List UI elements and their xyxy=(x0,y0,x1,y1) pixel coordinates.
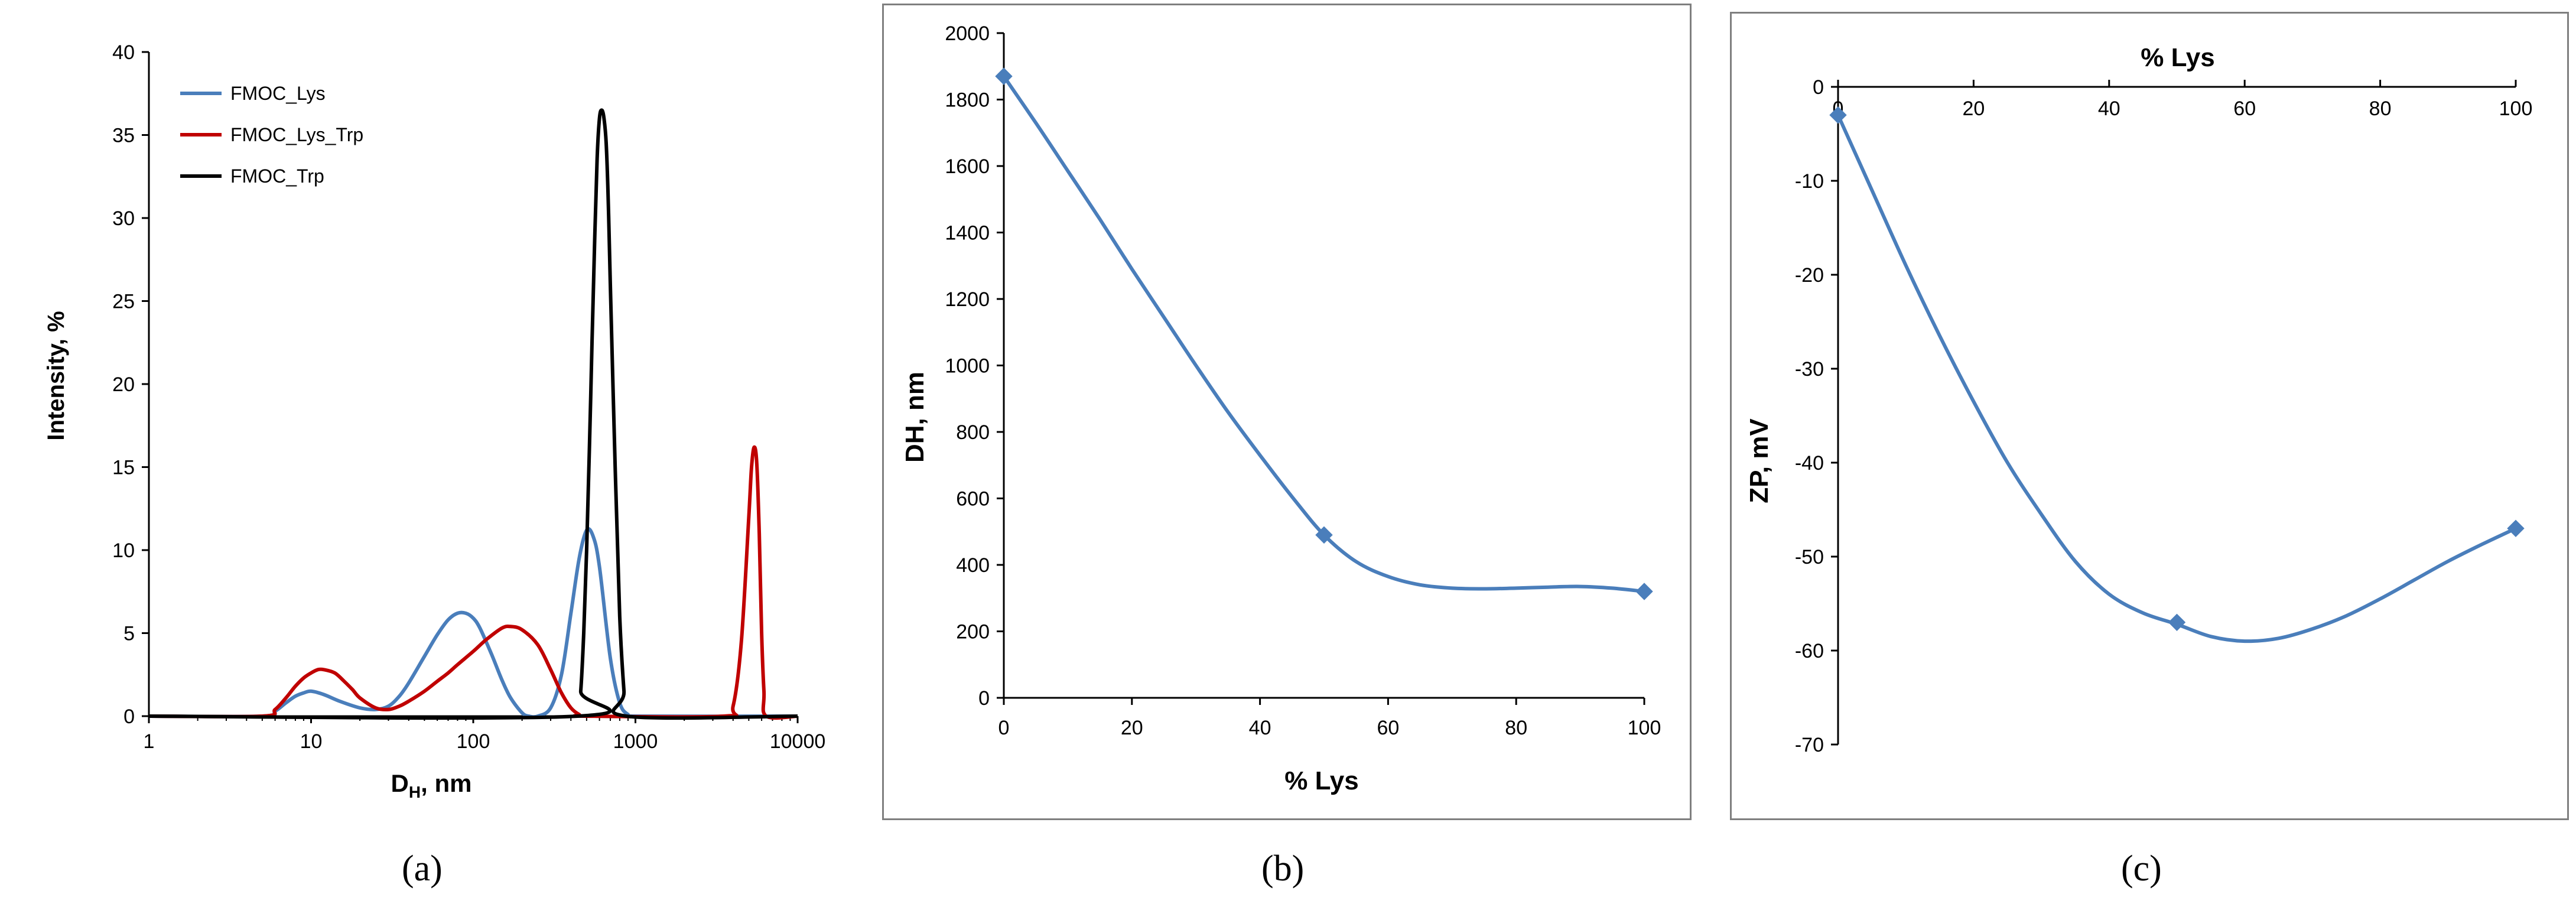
chart-b-frame xyxy=(882,4,1692,820)
chart-a-legend-label: FMOC_Lys xyxy=(230,83,326,104)
chart-a-y-tick-label: 30 xyxy=(112,207,135,230)
chart-b-y-tick-label: 800 xyxy=(956,421,990,444)
chart-c-y-tick-label: -50 xyxy=(1795,546,1824,568)
chart-a-x-tick-label: 100 xyxy=(457,730,490,753)
chart-b-x-tick-label: 40 xyxy=(1249,717,1271,739)
chart-a-x-tick-label: 10000 xyxy=(770,730,826,753)
chart-a-y-tick-label: 20 xyxy=(112,373,135,396)
chart-b: 0 200 400 600 800 1000 1200 1400 1600 1800 2000 0 20… xyxy=(900,22,1661,795)
chart-c-x-tick-label: 20 xyxy=(1962,97,1985,120)
chart-b-x-tick-label: 60 xyxy=(1377,717,1399,739)
chart-c-x-tick-label: 80 xyxy=(2369,97,2392,120)
chart-b-y-tick-label: 1000 xyxy=(945,355,990,378)
chart-a-legend-label: FMOC_Trp xyxy=(230,165,324,187)
chart-a-y-tick-label: 35 xyxy=(112,125,135,147)
chart-a-plot: 0 5 10 15 20 25 30 35 40 1 10 100 1000 10000 FMOC_Lys F… xyxy=(112,41,825,753)
chart-c-data-point xyxy=(1829,106,1847,124)
chart-c-ylabel: ZP, mV xyxy=(1745,418,1774,503)
chart-c-x-tick-label: 40 xyxy=(2098,97,2120,120)
chart-b-x-tick-label: 20 xyxy=(1121,717,1143,739)
chart-b-data-point xyxy=(1635,583,1653,600)
chart-c: 0-10-20-30-40-50-60-70020406080100 ZP, m… xyxy=(1745,43,2533,756)
chart-b-data-point xyxy=(1315,526,1333,544)
chart-a: 0 5 10 15 20 25 30 35 40 1 10 100 1000 10000 FMOC_Lys F… xyxy=(43,41,825,801)
chart-b-y-tick-label: 2000 xyxy=(945,22,990,45)
chart-c-y-tick-label: -70 xyxy=(1795,734,1824,756)
chart-b-data-point xyxy=(995,67,1013,85)
chart-b-x-tick-label: 80 xyxy=(1505,717,1527,739)
chart-b-plot: 0 200 400 600 800 1000 1200 1400 1600 1800 2000 0 20… xyxy=(945,22,1661,739)
chart-b-y-tick-label: 0 xyxy=(978,687,990,710)
chart-c-data-point xyxy=(2507,519,2525,538)
chart-a-ylabel: Intensity, % xyxy=(43,311,69,440)
chart-c-data-point xyxy=(2168,613,2186,632)
chart-a-y-tick-label: 0 xyxy=(123,706,135,728)
chart-a-y-tick-label: 5 xyxy=(123,623,135,645)
chart-a-x-tick-label: 1000 xyxy=(613,730,658,753)
chart-a-y-tick-label: 25 xyxy=(112,291,135,313)
chart-b-y-tick-label: 200 xyxy=(956,621,990,643)
chart-c-y-tick-label: 0 xyxy=(1813,76,1824,99)
chart-b-x-tick-label: 0 xyxy=(998,717,1010,739)
chart-b-y-tick-label: 400 xyxy=(956,554,990,577)
chart-a-series-fmoc-lys-trp xyxy=(148,445,798,720)
chart-b-y-tick-label: 1200 xyxy=(945,288,990,311)
chart-c-y-tick-label: -10 xyxy=(1795,170,1824,193)
chart-a-x-tick-label: 10 xyxy=(300,730,323,753)
chart-a-xlabel: DH, nm xyxy=(391,769,472,801)
chart-c-x-tick-label: 100 xyxy=(2499,97,2533,120)
chart-a-y-tick-label: 40 xyxy=(112,41,135,64)
chart-c-plot: 0-10-20-30-40-50-60-70020406080100 xyxy=(1795,76,2533,756)
chart-b-y-tick-label: 1400 xyxy=(945,222,990,245)
chart-c-xlabel: % Lys xyxy=(2141,43,2215,72)
panel-label-a: (a) xyxy=(402,849,443,889)
chart-b-ylabel: DH, nm xyxy=(900,372,929,463)
chart-c-frame xyxy=(1730,12,2569,820)
chart-a-series-fmoc-trp xyxy=(148,108,798,720)
chart-a-y-tick-label: 10 xyxy=(112,539,135,562)
chart-a-y-tick-label: 15 xyxy=(112,457,135,479)
chart-a-legend-label: FMOC_Lys_Trp xyxy=(230,124,363,145)
chart-c-y-tick-label: -20 xyxy=(1795,264,1824,287)
chart-c-y-tick-label: -30 xyxy=(1795,358,1824,381)
chart-b-y-tick-label: 1600 xyxy=(945,155,990,178)
chart-b-xlabel: % Lys xyxy=(1284,766,1359,795)
chart-a-x-tick-label: 1 xyxy=(144,730,155,753)
panel-label-b: (b) xyxy=(1261,849,1305,889)
chart-b-y-tick-label: 1800 xyxy=(945,89,990,112)
chart-c-x-tick-label: 60 xyxy=(2233,97,2256,120)
chart-b-x-tick-label: 100 xyxy=(1628,717,1661,739)
chart-c-y-tick-label: -40 xyxy=(1795,452,1824,474)
chart-a-series-fmoc-lys xyxy=(148,527,798,719)
chart-b-y-tick-label: 600 xyxy=(956,488,990,511)
chart-c-y-tick-label: -60 xyxy=(1795,640,1824,662)
panel-label-c: (c) xyxy=(2121,849,2162,889)
chart-b-series-line xyxy=(1002,75,1645,593)
chart-c-series-line xyxy=(1836,114,2517,643)
